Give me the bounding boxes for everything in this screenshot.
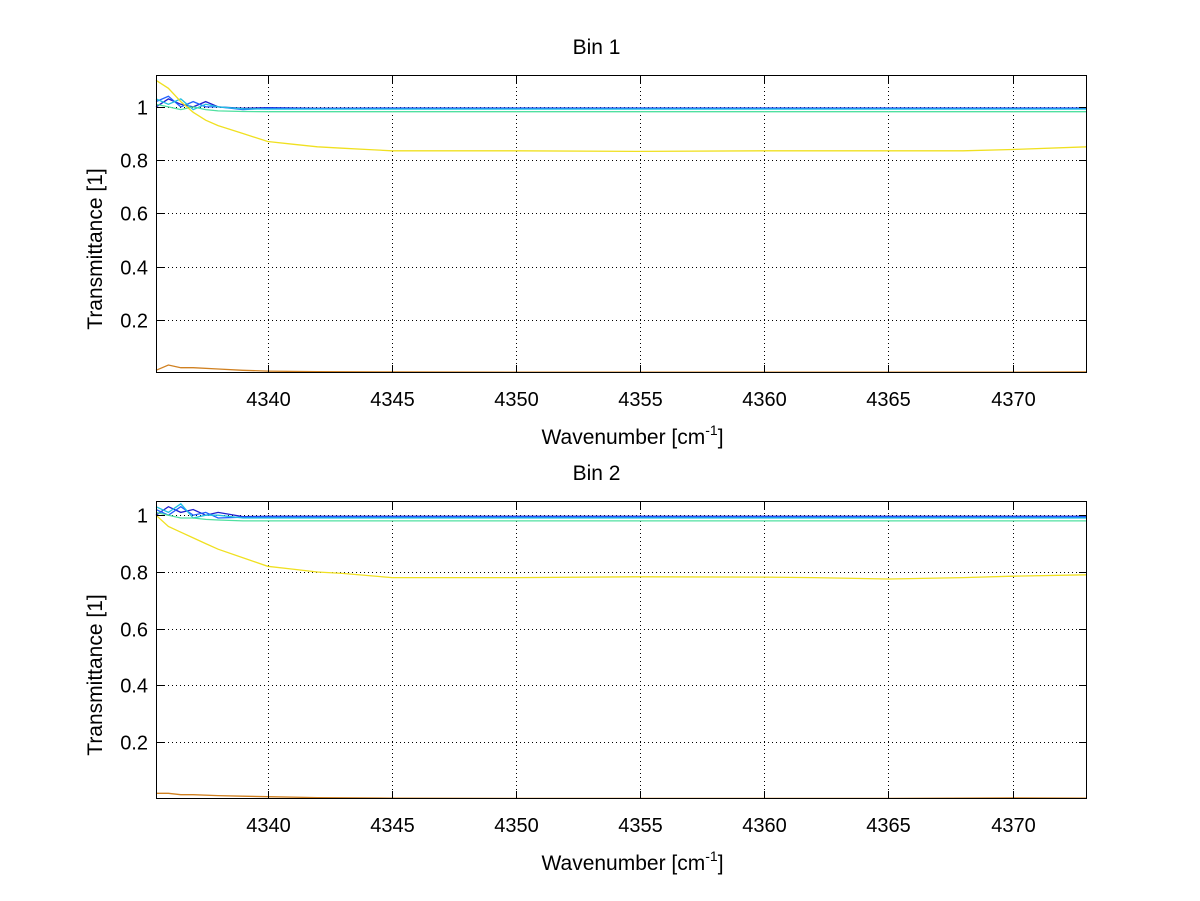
x-tick-label: 4370 — [991, 389, 1036, 411]
y-tick-label: 0.2 — [120, 311, 148, 333]
x-tick-label: 4365 — [866, 815, 911, 837]
chart-title: Bin 2 — [573, 462, 621, 485]
ticks: 4340 4345 4350 4355 4360 4365 4370 0.2 0.4 0.6 0.8… — [120, 75, 1087, 411]
series-line-cyan — [155, 502, 1087, 519]
y-tick-label: 1 — [137, 98, 148, 120]
series-group — [155, 502, 1088, 800]
axes-frame — [156, 75, 1087, 373]
y-tick-label: 1 — [137, 506, 148, 528]
ticks: 4340 4345 4350 4355 4360 4365 4370 0.2 0.4 0.6 0.8… — [120, 501, 1087, 837]
x-tick-label: 4365 — [866, 389, 911, 411]
grid — [156, 75, 1087, 373]
x-axis-label-superscript: -1 — [705, 422, 718, 438]
grid — [156, 501, 1087, 799]
chart-bin-2: 4340 4345 4350 4355 4360 4365 4370 0.2 0.4 0.6 0.8… — [84, 462, 1088, 875]
plot-area — [156, 75, 1087, 373]
axes-frame — [156, 501, 1087, 799]
y-axis-label: Transmittance [1] — [84, 594, 107, 755]
x-tick-label: 4340 — [246, 815, 291, 837]
x-axis-label: Wavenumber [cm-1] — [541, 422, 723, 449]
y-axis-label: Transmittance [1] — [84, 168, 107, 329]
x-tick-label: 4360 — [742, 389, 787, 411]
x-tick-label: 4355 — [618, 815, 663, 837]
chart-bin-1: 4340 4345 4350 4355 4360 4365 4370 0.2 0.4 0.6 0.8… — [84, 36, 1088, 449]
series-line-green — [155, 511, 1087, 522]
plot-area — [156, 501, 1087, 799]
series-line-yellow — [155, 79, 1088, 153]
x-tick-label: 4350 — [494, 815, 539, 837]
x-tick-label: 4350 — [494, 389, 539, 411]
series-line-cyan — [155, 98, 1087, 111]
x-tick-label: 4340 — [246, 389, 291, 411]
x-tick-label: 4345 — [370, 815, 415, 837]
x-tick-label: 4370 — [991, 815, 1036, 837]
y-tick-label: 0.4 — [120, 676, 148, 698]
y-tick-label: 0.6 — [120, 204, 148, 226]
x-axis-label: Wavenumber [cm-1] — [541, 848, 723, 875]
x-tick-label: 4345 — [370, 389, 415, 411]
chart-title: Bin 1 — [573, 36, 621, 59]
series-line-yellow — [155, 514, 1088, 580]
series-line-green — [155, 103, 1087, 113]
x-axis-label-close: ] — [718, 852, 724, 875]
y-tick-label: 0.4 — [120, 258, 148, 280]
y-tick-label: 0.6 — [120, 620, 148, 642]
x-axis-label-superscript: -1 — [705, 848, 718, 864]
x-axis-label-text: Wavenumber [cm — [541, 852, 705, 875]
y-tick-label: 0.8 — [120, 151, 148, 173]
y-tick-label: 0.2 — [120, 733, 148, 755]
y-tick-label: 0.8 — [120, 563, 148, 585]
x-axis-label-close: ] — [718, 426, 724, 449]
x-tick-label: 4360 — [742, 815, 787, 837]
x-axis-label-text: Wavenumber [cm — [541, 426, 705, 449]
x-tick-label: 4355 — [618, 389, 663, 411]
series-group — [155, 79, 1088, 373]
